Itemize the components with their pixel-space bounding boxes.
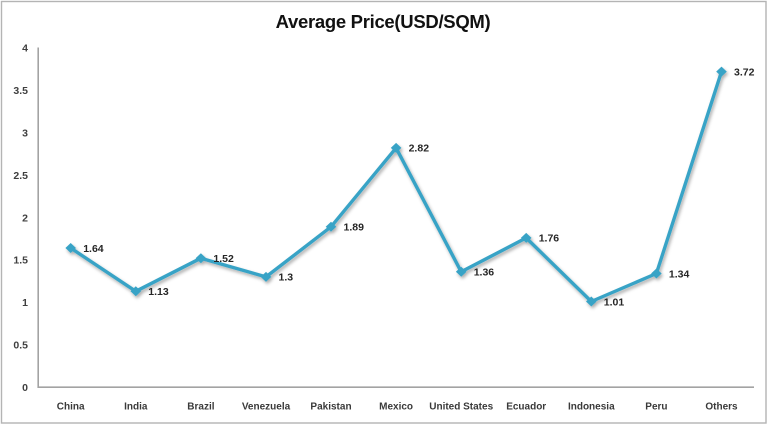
svg-text:1.52: 1.52 [213,253,234,265]
svg-text:1.89: 1.89 [344,222,365,234]
svg-text:1.76: 1.76 [539,233,560,245]
svg-text:China: China [57,401,85,412]
svg-text:India: India [124,401,148,412]
svg-text:1.5: 1.5 [13,255,28,267]
svg-text:1.64: 1.64 [83,243,104,255]
svg-text:1.13: 1.13 [148,286,169,298]
svg-text:Brazil: Brazil [187,401,214,412]
svg-text:2.82: 2.82 [409,143,430,155]
svg-text:Mexico: Mexico [379,401,413,412]
svg-text:2: 2 [22,212,28,224]
svg-text:Average Price(USD/SQM): Average Price(USD/SQM) [276,11,491,32]
svg-text:1.36: 1.36 [474,267,495,279]
svg-text:1.34: 1.34 [669,268,690,280]
svg-text:1: 1 [22,297,28,309]
svg-text:3: 3 [22,128,28,140]
svg-text:Pakistan: Pakistan [310,401,351,412]
svg-text:3.5: 3.5 [13,85,28,97]
svg-text:0.5: 0.5 [13,340,28,352]
svg-text:3.72: 3.72 [734,66,755,78]
svg-text:4: 4 [22,43,28,55]
svg-text:0: 0 [22,382,28,394]
svg-text:Ecuador: Ecuador [506,401,546,412]
svg-text:Venezuela: Venezuela [242,401,291,412]
svg-text:1.3: 1.3 [279,272,294,284]
svg-text:Indonesia: Indonesia [568,401,615,412]
svg-text:Others: Others [705,401,738,412]
svg-text:United States: United States [429,401,493,412]
svg-text:2.5: 2.5 [13,170,28,182]
svg-text:1.01: 1.01 [604,296,625,308]
svg-text:Peru: Peru [645,401,667,412]
